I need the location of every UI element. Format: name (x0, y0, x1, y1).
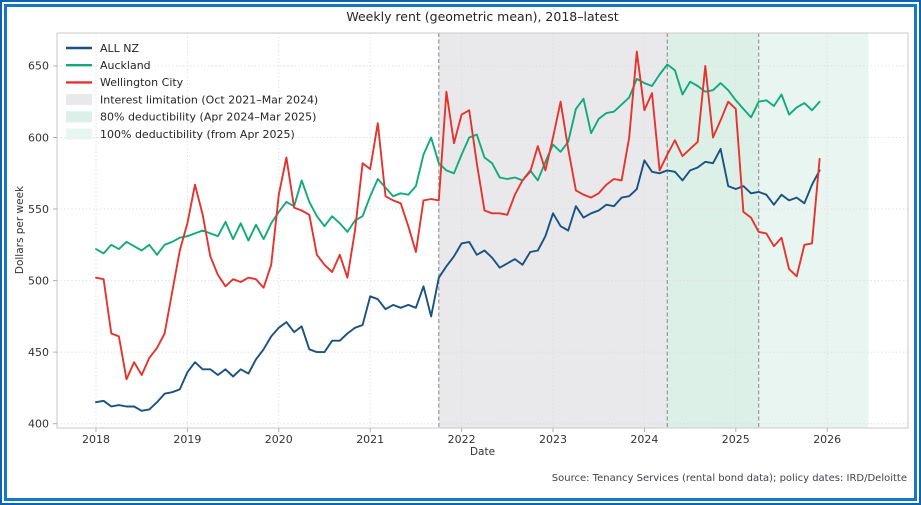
legend-label-all-nz: ALL NZ (100, 42, 140, 55)
legend-swatch-interest-limitation-oct-2021-mar-2024 (66, 94, 92, 106)
x-tick-label-2024: 2024 (630, 433, 658, 446)
source-note: Source: Tenancy Services (rental bond da… (551, 473, 907, 484)
x-tick-label-2018: 2018 (82, 433, 110, 446)
x-tick-label-2020: 2020 (265, 433, 293, 446)
x-tick-label-2023: 2023 (539, 433, 567, 446)
y-tick-label-500: 500 (28, 274, 49, 287)
legend-label-80-deductibility-apr-2024-mar-2025: 80% deductibility (Apr 2024–Mar 2025) (100, 111, 316, 124)
x-tick-label-2025: 2025 (722, 433, 750, 446)
policy-band-80-deductibility-apr-2024-mar-2025 (667, 33, 759, 428)
y-tick-label-450: 450 (28, 346, 49, 359)
x-tick-label-2022: 2022 (448, 433, 476, 446)
legend-label-interest-limitation-oct-2021-mar-2024: Interest limitation (Oct 2021–Mar 2024) (100, 93, 318, 106)
y-tick-label-400: 400 (28, 418, 49, 431)
y-tick-label-550: 550 (28, 203, 49, 216)
series-line-wellington-city (95, 50, 821, 381)
legend-label-auckland: Auckland (100, 59, 151, 72)
legend-label-wellington-city: Wellington City (100, 76, 184, 89)
x-tick-label-2021: 2021 (356, 433, 384, 446)
x-tick-label-2026: 2026 (813, 433, 841, 446)
x-tick-label-2019: 2019 (173, 433, 201, 446)
legend-label-100-deductibility-from-apr-2025: 100% deductibility (from Apr 2025) (100, 128, 295, 141)
legend-swatch-80-deductibility-apr-2024-mar-2025 (66, 111, 92, 123)
y-axis-label: Dollars per week (14, 185, 26, 275)
y-tick-label-650: 650 (28, 60, 49, 73)
x-axis-label: Date (469, 446, 496, 458)
series-line-auckland (95, 63, 821, 256)
y-tick-label-600: 600 (28, 131, 49, 144)
chart-title: Weekly rent (geometric mean), 2018–lates… (346, 9, 619, 24)
legend-swatch-100-deductibility-from-apr-2025 (66, 128, 92, 140)
axes-spines (56, 32, 909, 429)
series-line-all-nz (95, 147, 821, 412)
